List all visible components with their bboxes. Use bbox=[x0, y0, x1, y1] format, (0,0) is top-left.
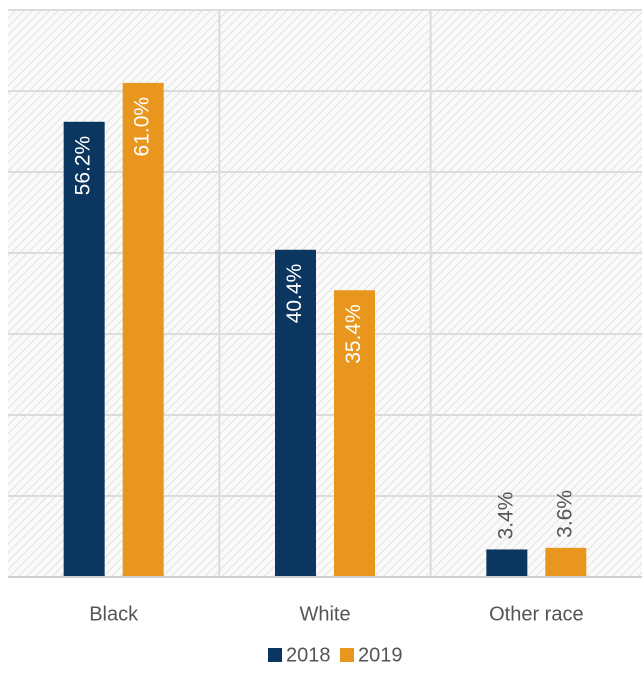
bar bbox=[63, 121, 105, 577]
plot-background bbox=[8, 10, 642, 577]
data-label: 3.4% bbox=[494, 492, 517, 540]
legend-swatch bbox=[340, 648, 354, 662]
x-tick-label: Other race bbox=[489, 603, 583, 625]
bar bbox=[334, 290, 375, 577]
legend-label: 2019 bbox=[358, 644, 403, 666]
data-label: 61.0% bbox=[131, 97, 154, 157]
bar bbox=[275, 249, 316, 577]
x-tick-label: White bbox=[299, 603, 350, 625]
data-label: 40.4% bbox=[283, 264, 306, 324]
data-label: 35.4% bbox=[342, 304, 365, 364]
bar bbox=[545, 547, 587, 577]
legend-label: 2018 bbox=[286, 644, 331, 666]
legend-swatch bbox=[268, 648, 282, 662]
x-tick-label: Black bbox=[89, 603, 139, 625]
data-label: 3.6% bbox=[553, 490, 576, 538]
bar bbox=[122, 82, 164, 578]
data-label: 56.2% bbox=[72, 136, 95, 196]
bar bbox=[486, 549, 528, 577]
